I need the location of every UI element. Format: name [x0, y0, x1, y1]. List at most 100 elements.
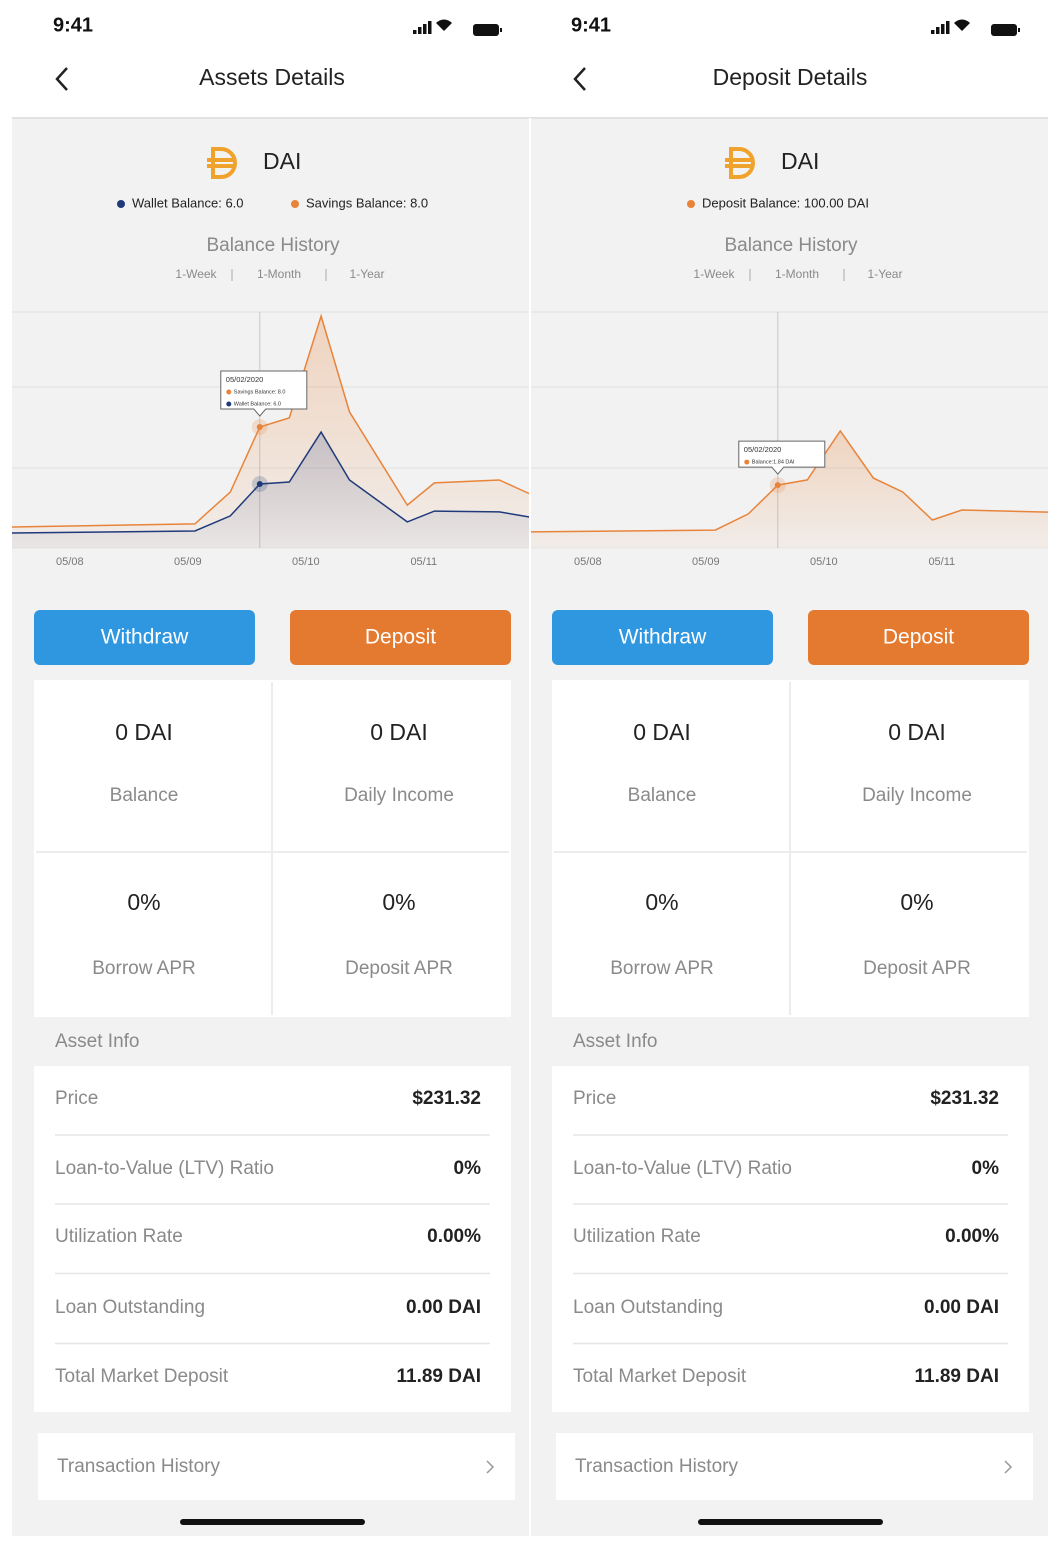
action-button[interactable]: [552, 610, 773, 665]
point: [256, 481, 263, 487]
signal-bar: [423, 24, 427, 34]
info-value: 0.00%: [427, 1226, 481, 1247]
button-label: Deposit: [365, 626, 436, 649]
info-label: Utilization Rate: [573, 1226, 701, 1247]
info-value: 11.89 DAI: [397, 1366, 482, 1387]
tooltip-dot: [744, 459, 750, 465]
stat-label: Deposit APR: [863, 958, 971, 979]
tooltip-line: Savings Balance: 8.0: [234, 389, 286, 395]
stat-label: Balance: [628, 785, 697, 806]
battery-cap: [500, 28, 502, 32]
battery-cap: [1018, 28, 1020, 32]
range-option: 1-Year: [868, 267, 903, 281]
signal-bar: [413, 30, 417, 34]
coin-icon: [207, 147, 237, 179]
signal-bar: [931, 30, 935, 34]
coin-icon: [725, 147, 755, 179]
info-value: 0.00 DAI: [924, 1297, 999, 1318]
series-line: [11, 430, 531, 534]
battery-icon: [991, 24, 1017, 36]
info-card: [552, 1066, 1029, 1412]
info-value: 0.00%: [945, 1226, 999, 1247]
section-title: Asset Info: [573, 1031, 658, 1052]
stat-value: 0%: [645, 889, 678, 915]
tooltip-line: Balance:1.84 DAI: [752, 460, 795, 466]
info-label: Price: [55, 1088, 98, 1109]
x-tick-label: 05/10: [810, 556, 838, 568]
page-title: Assets Details: [199, 64, 345, 90]
info-value: $231.32: [412, 1088, 481, 1109]
status-time: 9:41: [53, 14, 93, 36]
legend-dot: [687, 200, 695, 208]
action-button[interactable]: [290, 610, 511, 665]
battery-icon: [473, 24, 499, 36]
stat-label: Deposit APR: [345, 958, 453, 979]
x-tick-label: 05/09: [692, 556, 720, 568]
x-tick-label: 05/11: [928, 556, 955, 568]
legend-dot: [291, 200, 299, 208]
stat-value: 0%: [127, 889, 160, 915]
info-value: 0.00 DAI: [406, 1297, 481, 1318]
tooltip-date: 05/02/2020: [744, 445, 782, 454]
series-area: [530, 431, 1048, 548]
coin-name: DAI: [781, 148, 819, 174]
info-value: 0%: [972, 1158, 1000, 1179]
back-button[interactable]: [573, 67, 586, 91]
point: [256, 424, 263, 430]
stat-value: 0%: [900, 889, 933, 915]
signal-bar: [428, 21, 432, 34]
legend-text: Wallet Balance: 6.0: [132, 195, 244, 210]
info-label: Total Market Deposit: [55, 1366, 229, 1387]
chart-title: Balance History: [206, 235, 340, 256]
x-tick-label: 05/09: [174, 556, 202, 568]
range-option: 1-Week: [693, 267, 735, 281]
wifi-icon: [436, 19, 452, 31]
info-label: Utilization Rate: [55, 1226, 183, 1247]
history-link: Transaction History: [57, 1456, 220, 1477]
stat-label: Borrow APR: [610, 958, 713, 979]
series-area: [12, 432, 530, 548]
wifi-icon: [954, 19, 970, 31]
history-link: Transaction History: [575, 1456, 738, 1477]
button-label: Deposit: [883, 626, 954, 649]
tooltip-date: 05/02/2020: [226, 375, 264, 384]
history-card[interactable]: [38, 1433, 515, 1500]
info-value: 0%: [454, 1158, 482, 1179]
back-button[interactable]: [55, 67, 68, 91]
x-tick-label: 05/10: [292, 556, 320, 568]
home-indicator: [698, 1519, 883, 1525]
range-option: 1-Year: [350, 267, 385, 281]
info-label: Price: [573, 1088, 616, 1109]
legend-dot: [117, 200, 125, 208]
button-label: Withdraw: [619, 626, 707, 649]
chart-title: Balance History: [724, 235, 858, 256]
history-card[interactable]: [556, 1433, 1033, 1500]
x-tick-label: 05/11: [410, 556, 437, 568]
action-button[interactable]: [808, 610, 1029, 665]
stat-label: Balance: [110, 785, 179, 806]
point: [774, 482, 781, 489]
section-title: Asset Info: [55, 1031, 140, 1052]
tooltip-dot: [226, 401, 232, 407]
info-label: Loan-to-Value (LTV) Ratio: [55, 1158, 274, 1179]
series-area: [12, 316, 530, 548]
range-option: 1-Month: [775, 267, 819, 281]
legend-text: Savings Balance: 8.0: [306, 195, 428, 210]
action-button[interactable]: [34, 610, 255, 665]
info-label: Loan Outstanding: [573, 1297, 723, 1318]
info-label: Loan-to-Value (LTV) Ratio: [573, 1158, 792, 1179]
info-label: Total Market Deposit: [573, 1366, 747, 1387]
legend-text: Deposit Balance: 100.00 DAI: [702, 195, 869, 210]
signal-bar: [946, 21, 950, 34]
signal-bar: [418, 27, 422, 34]
info-card: [34, 1066, 511, 1412]
series-line: [11, 313, 531, 528]
info-value: $231.32: [930, 1088, 999, 1109]
signal-bar: [941, 24, 945, 34]
home-indicator: [180, 1519, 365, 1525]
coin-name: DAI: [263, 148, 301, 174]
stat-value: 0 DAI: [115, 719, 173, 745]
x-tick-label: 05/08: [574, 556, 602, 568]
info-label: Loan Outstanding: [55, 1297, 205, 1318]
